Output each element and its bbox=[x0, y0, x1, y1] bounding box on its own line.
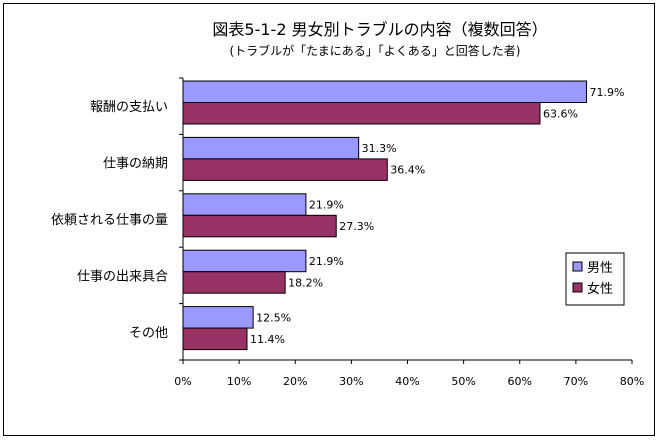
category-label: 依頼される仕事の量 bbox=[51, 213, 168, 228]
x-tick-label: 10% bbox=[227, 375, 251, 388]
bar-male bbox=[182, 249, 307, 273]
x-tick-label: 70% bbox=[564, 375, 588, 388]
data-label: 18.2% bbox=[288, 276, 323, 289]
x-tick-label: 20% bbox=[283, 375, 307, 388]
bar-male bbox=[182, 80, 588, 103]
bar-male bbox=[182, 136, 360, 160]
x-tick-label: 40% bbox=[395, 375, 419, 388]
bar-male bbox=[182, 193, 307, 216]
data-label: 21.9% bbox=[309, 199, 344, 212]
x-tick-label: 60% bbox=[508, 375, 532, 388]
x-tick-label: 30% bbox=[339, 375, 363, 388]
legend-swatch bbox=[572, 261, 583, 272]
data-label: 11.4% bbox=[250, 333, 285, 346]
chart-subtitle: (トラブルが「たまにある」「よくある」と回答した者) bbox=[229, 43, 520, 58]
data-label: 36.4% bbox=[390, 164, 425, 177]
legend-label: 女性 bbox=[587, 281, 613, 297]
data-label: 12.5% bbox=[256, 311, 291, 324]
data-label: 27.3% bbox=[339, 220, 374, 233]
bar-female bbox=[182, 158, 388, 181]
bar-male bbox=[182, 306, 254, 329]
bar-female bbox=[182, 327, 248, 351]
x-tick-label: 50% bbox=[451, 375, 475, 388]
data-label: 71.9% bbox=[590, 86, 625, 99]
category-label: 報酬の支払い bbox=[90, 100, 168, 115]
plot-area: 0% 10% 20% 30% 40% 50% 60% 70% 80% 報酬の支払い 71.9% 63.… bbox=[51, 77, 644, 388]
bar-female bbox=[182, 214, 337, 238]
category-label: 仕事の出来具合 bbox=[77, 269, 168, 284]
bar-female bbox=[182, 271, 286, 294]
legend-swatch bbox=[572, 282, 583, 293]
category-label: 仕事の納期 bbox=[103, 157, 168, 172]
category-label: その他 bbox=[129, 326, 168, 341]
data-label: 63.6% bbox=[543, 107, 578, 120]
data-label: 31.3% bbox=[362, 142, 397, 155]
x-tick-label: 0% bbox=[174, 375, 191, 388]
x-tick-label: 80% bbox=[620, 375, 644, 388]
legend-label: 男性 bbox=[587, 261, 613, 276]
data-label: 21.9% bbox=[309, 255, 344, 268]
bar-female bbox=[182, 102, 541, 125]
chart-title: 図表5-1-2 男女別トラブルの内容（複数回答） bbox=[212, 20, 547, 39]
